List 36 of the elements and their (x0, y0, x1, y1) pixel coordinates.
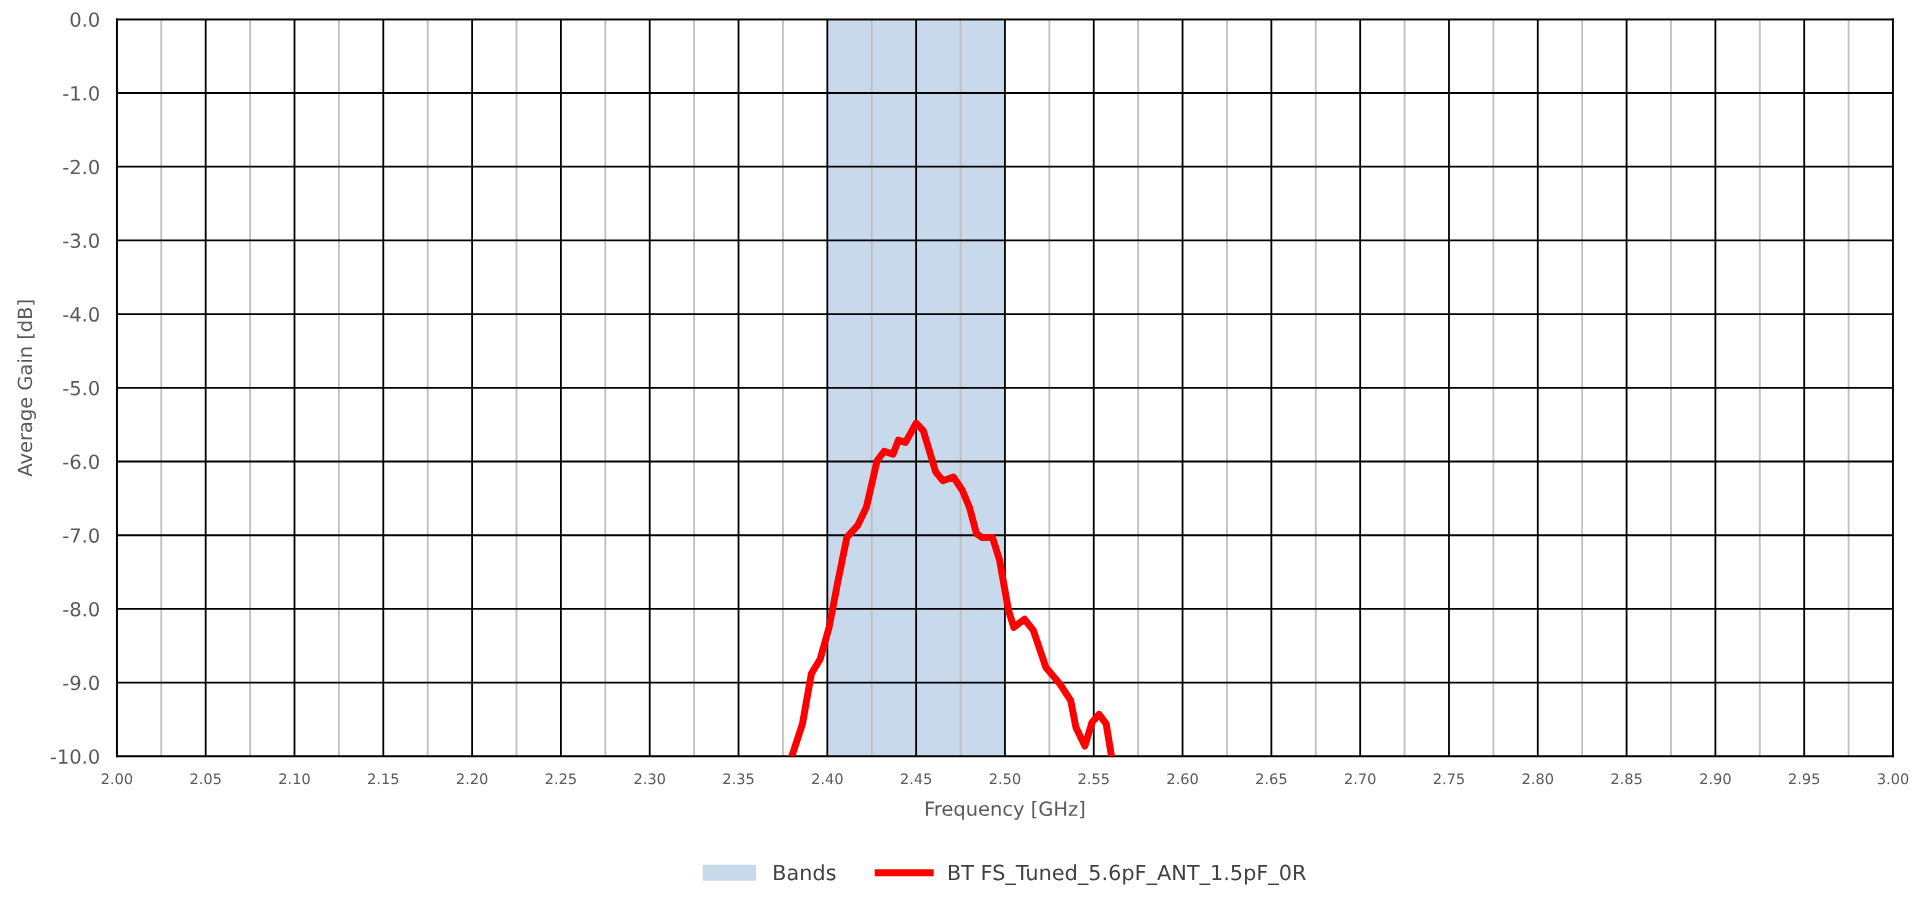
x-tick-label: 2.65 (1256, 773, 1287, 785)
x-tick-label: 2.95 (1789, 773, 1820, 785)
x-tick-label: 2.70 (1345, 773, 1376, 785)
x-tick-label: 2.10 (279, 773, 310, 785)
y-tick-label: -8.0 (63, 601, 99, 617)
x-tick-label: 2.80 (1522, 773, 1554, 785)
x-tick-label: 2.35 (723, 773, 754, 785)
x-tick-label: 2.25 (545, 773, 576, 785)
x-tick-label: 2.60 (1167, 773, 1198, 785)
y-tick-label: -6.0 (63, 454, 99, 470)
x-tick-label: 2.50 (989, 773, 1021, 785)
y-tick-label: -9.0 (63, 675, 99, 691)
y-axis-title: Average Gain [dB] (17, 300, 37, 477)
legend-label: BT FS_Tuned_5.6pF_ANT_1.5pF_0R (948, 864, 1306, 885)
x-tick-label: 2.30 (634, 773, 665, 785)
x-tick-label: 2.45 (900, 773, 932, 785)
x-axis-title: Frequency [GHz] (926, 801, 1085, 820)
y-tick-label: -10.0 (50, 749, 99, 764)
y-tick-label: 0.0 (70, 12, 99, 27)
legend-label: Bands (774, 864, 836, 881)
x-tick-label: 2.55 (1078, 773, 1109, 785)
y-tick-label: -3.0 (63, 233, 99, 249)
x-tick-label: 2.20 (456, 773, 488, 785)
x-tick-label: 3.00 (1877, 773, 1909, 785)
x-tick-label: 2.90 (1700, 773, 1731, 785)
x-tick-label: 2.85 (1611, 773, 1642, 785)
x-tick-label: 2.00 (101, 773, 133, 785)
x-tick-label: 2.40 (812, 773, 843, 785)
y-tick-label: -5.0 (63, 380, 99, 396)
x-tick-label: 2.05 (190, 773, 221, 785)
y-tick-label: -2.0 (63, 159, 99, 175)
x-tick-label: 2.15 (368, 773, 399, 785)
y-tick-label: -7.0 (63, 528, 99, 543)
y-tick-label: -4.0 (63, 307, 99, 322)
y-tick-label: -1.0 (63, 85, 99, 101)
x-tick-label: 2.75 (1433, 773, 1464, 785)
